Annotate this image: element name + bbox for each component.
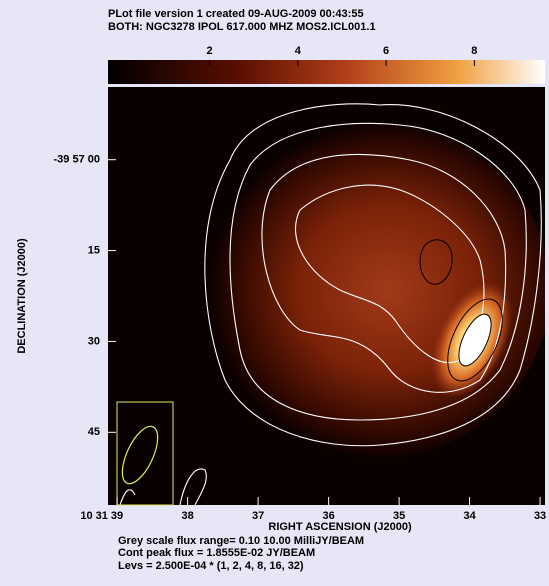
x-tick-label: 33 <box>534 510 546 522</box>
header-line: BOTH: NGC3278 IPOL 617.000 MHZ MOS2.ICL0… <box>108 21 376 33</box>
colorbar-tick-label: 8 <box>471 45 477 57</box>
colorbar-tick-label: 2 <box>206 45 212 57</box>
x-axis-label: RIGHT ASCENSION (J2000) <box>268 521 412 533</box>
x-tick-label: 10 31 39 <box>80 510 123 522</box>
y-tick-label: 15 <box>88 244 100 256</box>
footer-line: Cont peak flux = 1.8555E-02 JY/BEAM <box>118 547 315 559</box>
y-tick-label: 30 <box>88 335 100 347</box>
colorbar-tick-label: 4 <box>295 45 302 57</box>
x-tick-label: 38 <box>182 510 194 522</box>
y-tick-label: -39 57 00 <box>54 154 100 166</box>
colorbar-tick-label: 6 <box>383 45 389 57</box>
beam <box>121 425 159 485</box>
x-tick-label: 35 <box>393 510 405 522</box>
x-tick-label: 34 <box>463 510 476 522</box>
footer-line: Levs = 2.500E-04 * (1, 2, 4, 8, 16, 32) <box>118 560 304 572</box>
colorbar <box>108 60 545 84</box>
beam-box <box>116 401 174 506</box>
y-tick-label: 45 <box>88 426 100 438</box>
x-tick-label: 37 <box>252 510 264 522</box>
y-axis-label: DECLINATION (J2000) <box>16 238 28 354</box>
footer-line: Grey scale flux range= 0.10 10.00 MilliJ… <box>118 535 364 547</box>
header-line: PLot file version 1 created 09-AUG-2009 … <box>108 8 364 20</box>
image-content <box>119 103 545 505</box>
x-tick-label: 36 <box>322 510 334 522</box>
